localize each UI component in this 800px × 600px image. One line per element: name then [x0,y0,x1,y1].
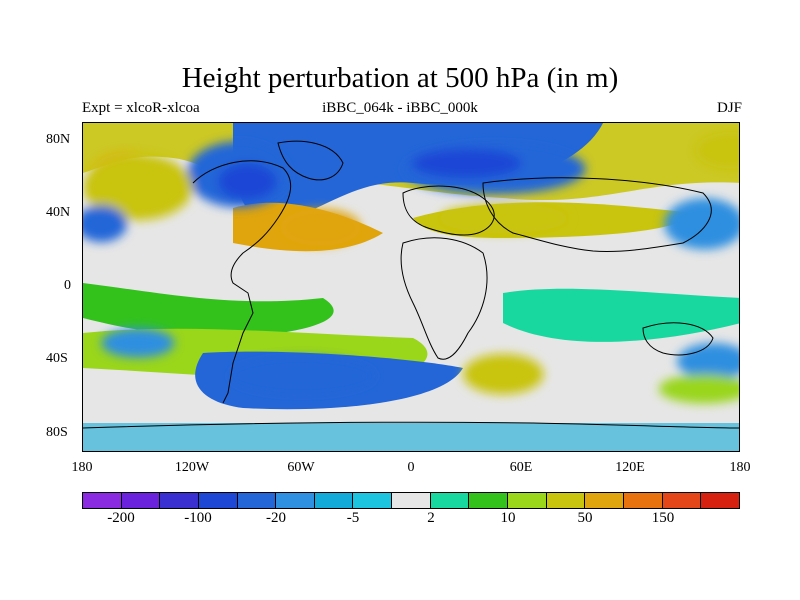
colorbar-box [469,493,509,508]
field-neg_mid [677,343,739,380]
season-label: DJF [716,100,742,116]
colorbar-label: -200 [107,510,135,526]
colorbar-label: 2 [427,510,435,526]
map-svg [83,123,739,451]
field-neg_strong [218,163,277,200]
field-pos_mid [463,354,544,395]
field-neg_mid [664,198,739,250]
coastlines [83,140,739,429]
colorbar-box [623,493,663,508]
colorbar-box [701,493,739,508]
colorbar-label: -5 [346,510,360,526]
tropical-green-east [503,288,739,342]
contour-map [82,122,740,452]
lat-label-40n: 40N [46,205,71,220]
colorbar-box [546,493,586,508]
colorbar-box [276,493,315,508]
tropical-green-west [83,283,334,338]
field-pos_mid [658,374,739,404]
americas-coast [192,160,292,404]
colorbar-box [198,493,238,508]
field-neg_mid [83,205,127,243]
perturbation-fields [83,132,739,404]
field-pos_mid [83,154,193,221]
colorbar [82,492,740,509]
field-neg_mid [229,357,376,395]
europe-coast [402,185,495,236]
asia-coast [482,177,712,252]
colorbar-label: 150 [651,510,675,526]
colorbar-label: -20 [266,510,286,526]
lat-label-40s: 40S [46,351,68,366]
colorbar-box [83,493,122,508]
lat-label-80n: 80N [46,132,71,147]
field-pos_mid [695,132,739,169]
africa-coast [400,237,488,360]
field-pos_mid [439,203,568,233]
antarctica-coast [83,421,739,429]
australia-coast [642,322,714,356]
lon-label-60e: 60E [509,460,533,475]
colorbar-box [585,493,624,508]
greenland-coast [277,140,344,181]
colorbar-box [314,493,354,508]
colorbar-box [392,493,431,508]
colorbar-box [237,493,277,508]
lon-label-120w: 120W [174,460,210,475]
map-title: Height perturbation at 500 hPa (in m) [181,62,619,94]
colorbar-box [508,493,547,508]
lon-label-180e: 180 [729,460,751,475]
lon-label-0: 0 [407,460,415,475]
field-neg_mid [101,328,175,358]
comparison-label: iBBC_064k - iBBC_000k [322,100,478,116]
colorbar-label: -100 [184,510,212,526]
lon-label-120e: 120E [615,460,645,475]
lat-label-equator: 0 [64,278,71,293]
colorbar-box [160,493,199,508]
lat-label-80s: 80S [46,425,68,440]
lon-label-180w: 180 [71,460,93,475]
field-neg_strong [412,148,522,178]
colorbar-box [430,493,470,508]
antarctic-band [83,423,739,451]
colorbar-label: 50 [577,510,593,526]
field-pos_mid [280,209,361,246]
lon-label-60w: 60W [287,460,315,475]
colorbar-box [121,493,161,508]
colorbar-box [353,493,393,508]
experiment-label: Expt = xlcoR-xlcoa [82,100,200,116]
colorbar-box [662,493,702,508]
colorbar-label: 10 [500,510,516,526]
